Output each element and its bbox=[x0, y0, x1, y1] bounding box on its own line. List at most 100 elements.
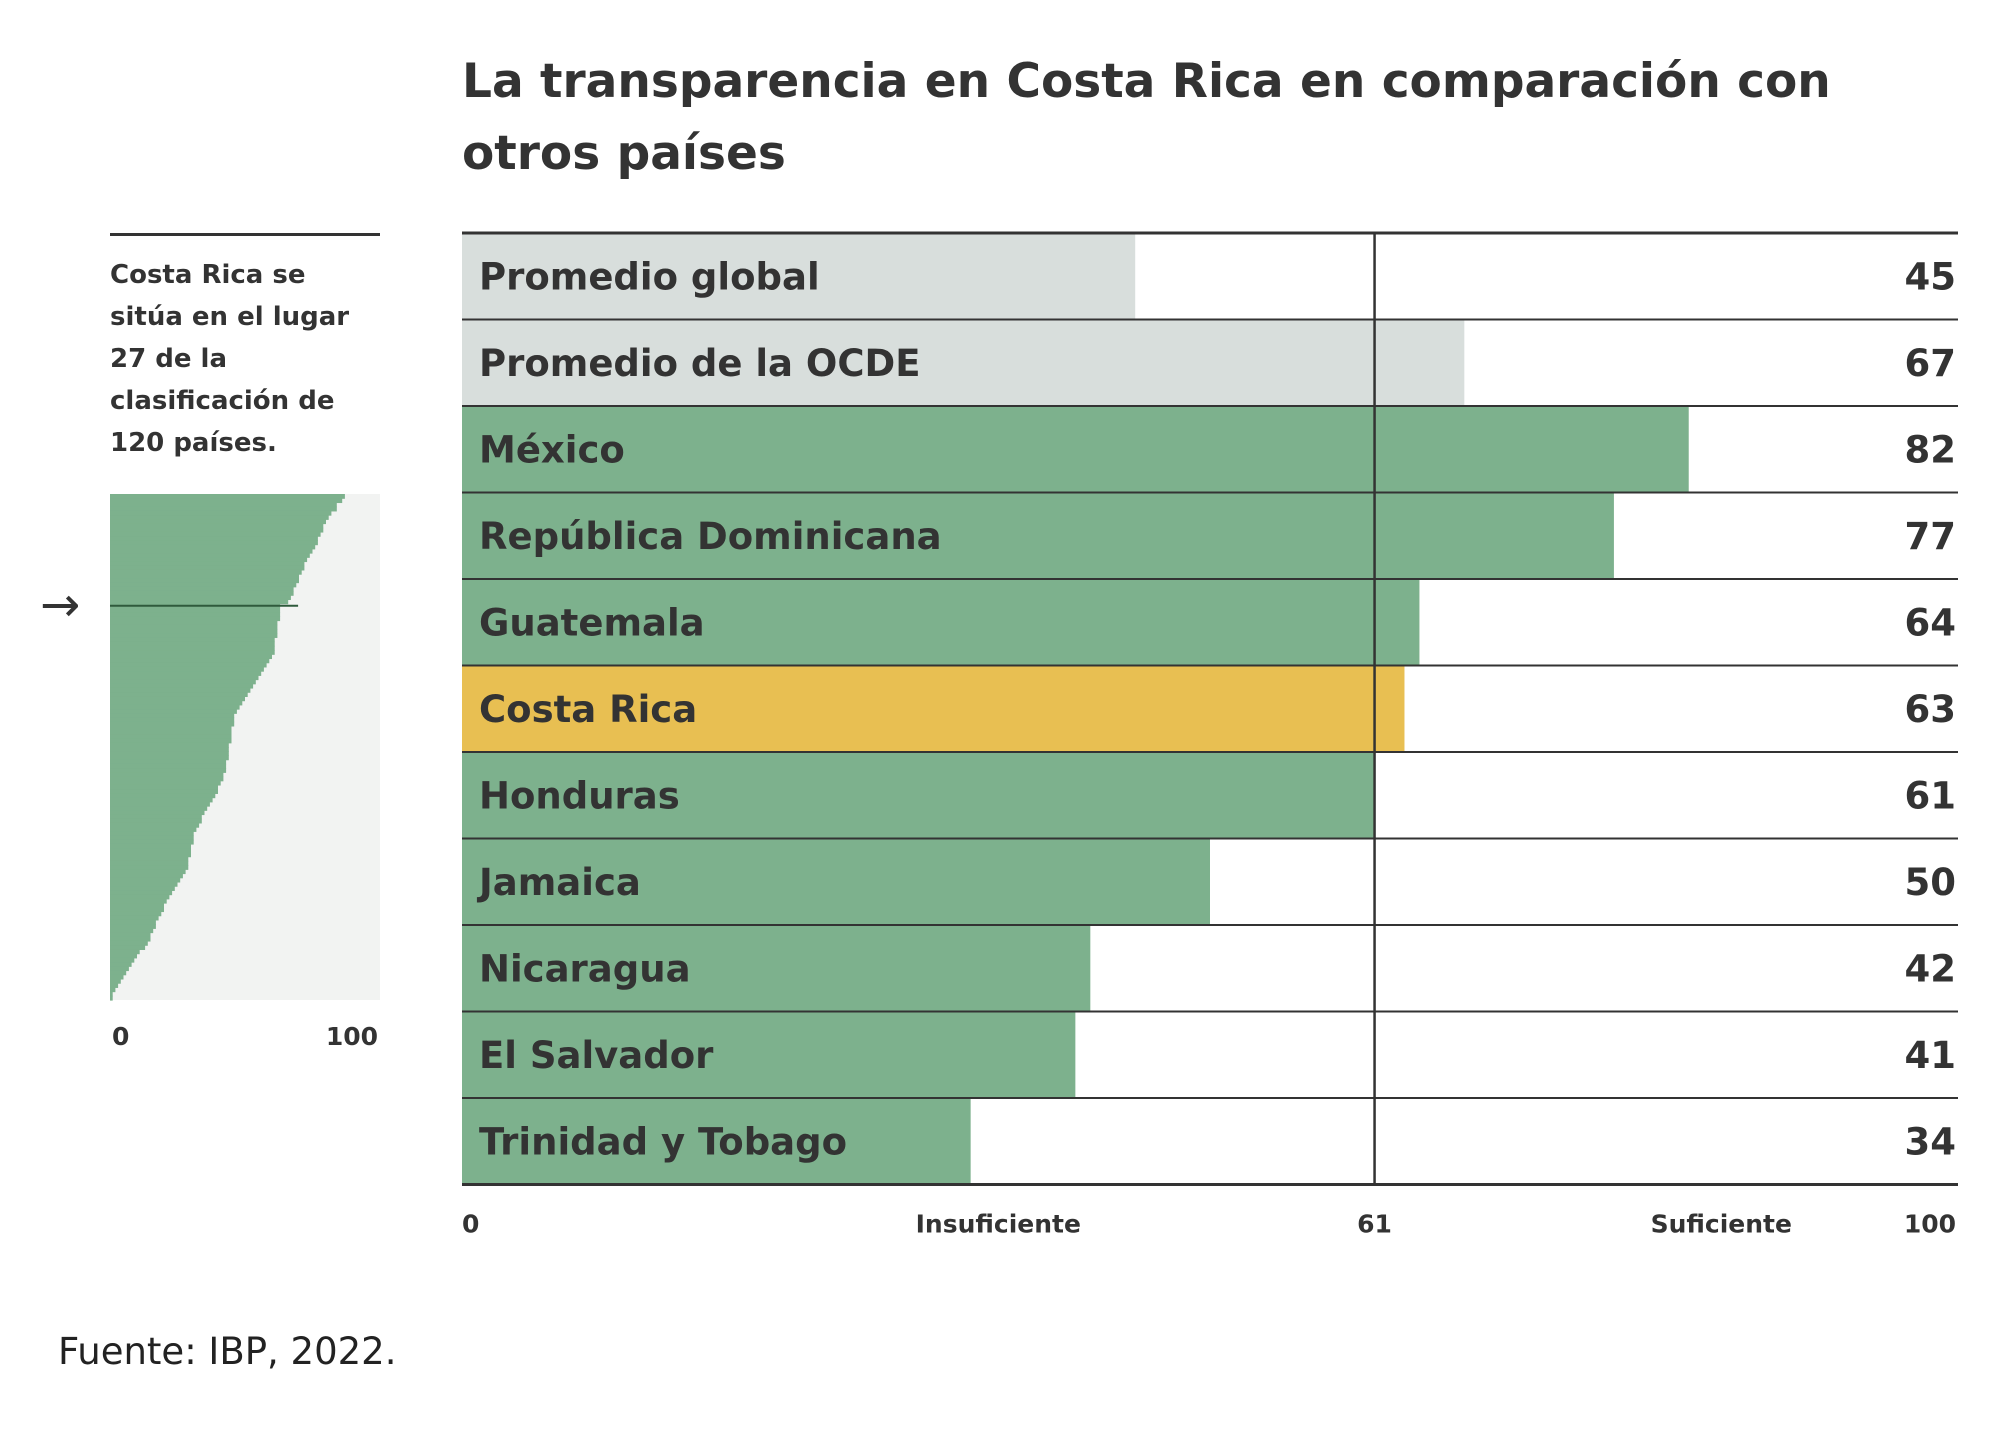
mini-country-bar bbox=[110, 654, 272, 660]
bar-category-label: México bbox=[479, 428, 625, 471]
zone-label-insufficient: Insuficiente bbox=[916, 1210, 1081, 1239]
bar-category-label: El Salvador bbox=[479, 1034, 714, 1077]
mini-country-bar bbox=[110, 763, 227, 769]
mini-country-bar bbox=[110, 637, 275, 643]
bar-category-label: Nicaragua bbox=[479, 947, 691, 990]
mini-country-bar bbox=[110, 793, 216, 799]
mini-country-bar bbox=[110, 725, 232, 731]
mini-country-bar bbox=[110, 687, 251, 693]
mini-country-bar bbox=[110, 548, 313, 554]
bar bbox=[462, 752, 1375, 839]
mini-x-tick-label: 100 bbox=[326, 1022, 378, 1051]
mini-country-bar bbox=[110, 641, 275, 647]
bar-value-label: 64 bbox=[1905, 601, 1957, 644]
mini-country-bar bbox=[110, 928, 154, 934]
mini-country-bar bbox=[110, 768, 227, 773]
mini-country-bar bbox=[110, 553, 310, 558]
mini-country-bar bbox=[110, 818, 202, 824]
bar-value-label: 42 bbox=[1905, 947, 1957, 990]
mini-country-bar bbox=[110, 607, 281, 613]
mini-country-bar bbox=[110, 658, 270, 664]
right-arrow-icon: → bbox=[40, 577, 81, 633]
mini-country-bar bbox=[110, 827, 197, 832]
bar-category-label: Jamaica bbox=[476, 861, 641, 904]
mini-country-bar bbox=[110, 755, 229, 761]
bar-category-label: Honduras bbox=[479, 774, 680, 817]
mini-country-bar bbox=[110, 907, 164, 913]
mini-country-bar bbox=[110, 612, 281, 617]
mini-country-bar bbox=[110, 924, 156, 929]
mini-country-bar bbox=[110, 544, 316, 550]
mini-country-bar bbox=[110, 822, 200, 828]
bar-value-label: 77 bbox=[1905, 515, 1957, 558]
bar-value-label: 34 bbox=[1905, 1120, 1957, 1163]
source-note: Fuente: IBP, 2022. bbox=[58, 1330, 397, 1373]
mini-country-bar bbox=[110, 531, 321, 537]
mini-country-bar bbox=[110, 995, 113, 1001]
mini-country-bar bbox=[110, 970, 127, 976]
mini-country-bar bbox=[110, 595, 291, 601]
x-tick-label: 61 bbox=[1357, 1210, 1392, 1239]
x-tick-label: 0 bbox=[462, 1210, 479, 1239]
mini-country-bar bbox=[110, 877, 181, 883]
mini-country-bar bbox=[110, 620, 278, 626]
mini-country-bar bbox=[110, 569, 302, 575]
mini-country-bar bbox=[110, 881, 178, 887]
bar-category-label: Promedio global bbox=[479, 255, 820, 298]
mini-country-bar bbox=[110, 772, 224, 778]
mini-country-bar bbox=[110, 599, 289, 605]
side-note-rule bbox=[110, 233, 380, 236]
mini-country-bar bbox=[110, 940, 148, 946]
mini-country-bar bbox=[110, 650, 275, 655]
mini-country-bar bbox=[110, 666, 264, 672]
mini-country-bar bbox=[110, 843, 191, 849]
mini-country-bar bbox=[110, 987, 116, 993]
mini-country-bar bbox=[110, 540, 318, 546]
mini-country-bar bbox=[110, 565, 305, 571]
bar bbox=[462, 579, 1420, 666]
mini-country-bar bbox=[110, 700, 243, 706]
mini-country-bar bbox=[110, 734, 232, 740]
mini-country-bar bbox=[110, 801, 210, 807]
mini-country-bar bbox=[110, 628, 278, 634]
mini-country-bar bbox=[110, 911, 162, 917]
bar-value-label: 67 bbox=[1905, 342, 1957, 385]
mini-country-bar bbox=[110, 898, 167, 904]
mini-country-bar bbox=[110, 645, 275, 651]
mini-country-bar bbox=[110, 519, 326, 525]
mini-country-bar bbox=[110, 957, 135, 963]
chart-title: La transparencia en Costa Rica en compar… bbox=[462, 54, 1831, 181]
mini-country-bar bbox=[110, 574, 299, 579]
bar-value-label: 45 bbox=[1905, 255, 1957, 298]
bar-value-label: 63 bbox=[1905, 688, 1957, 731]
mini-country-bar bbox=[110, 704, 240, 710]
mini-country-bar bbox=[110, 780, 221, 786]
mini-country-bar bbox=[110, 510, 332, 516]
zone-label-sufficient: Suficiente bbox=[1651, 1210, 1792, 1239]
mini-country-bar bbox=[110, 974, 124, 980]
mini-country-bar bbox=[110, 814, 202, 820]
bar-category-label: Promedio de la OCDE bbox=[479, 342, 921, 385]
x-tick-label: 100 bbox=[1904, 1210, 1956, 1239]
mini-country-bar bbox=[110, 738, 232, 744]
mini-country-bar bbox=[110, 502, 337, 508]
mini-country-bar bbox=[110, 903, 164, 908]
mini-country-bar bbox=[110, 730, 232, 735]
mini-country-bar bbox=[110, 962, 132, 967]
mini-country-bar bbox=[110, 696, 245, 702]
mini-country-bar bbox=[110, 852, 191, 858]
mini-country-bar bbox=[110, 890, 173, 896]
axis-layer: 0 61 100 Insuficiente Suficiente bbox=[462, 231, 1958, 1239]
mini-country-bar bbox=[110, 633, 278, 638]
mini-country-bar bbox=[110, 523, 324, 529]
mini-country-bar bbox=[110, 713, 235, 719]
mini-country-bar bbox=[110, 915, 159, 921]
mini-country-bar bbox=[110, 953, 137, 959]
mini-country-bar bbox=[110, 873, 183, 879]
mini-country-bar bbox=[110, 515, 329, 520]
mini-country-bar bbox=[110, 586, 294, 592]
bar-value-label: 41 bbox=[1905, 1034, 1957, 1077]
mini-country-bar bbox=[110, 932, 151, 938]
mini-country-bar bbox=[110, 835, 194, 841]
mini-country-bar bbox=[110, 978, 121, 984]
